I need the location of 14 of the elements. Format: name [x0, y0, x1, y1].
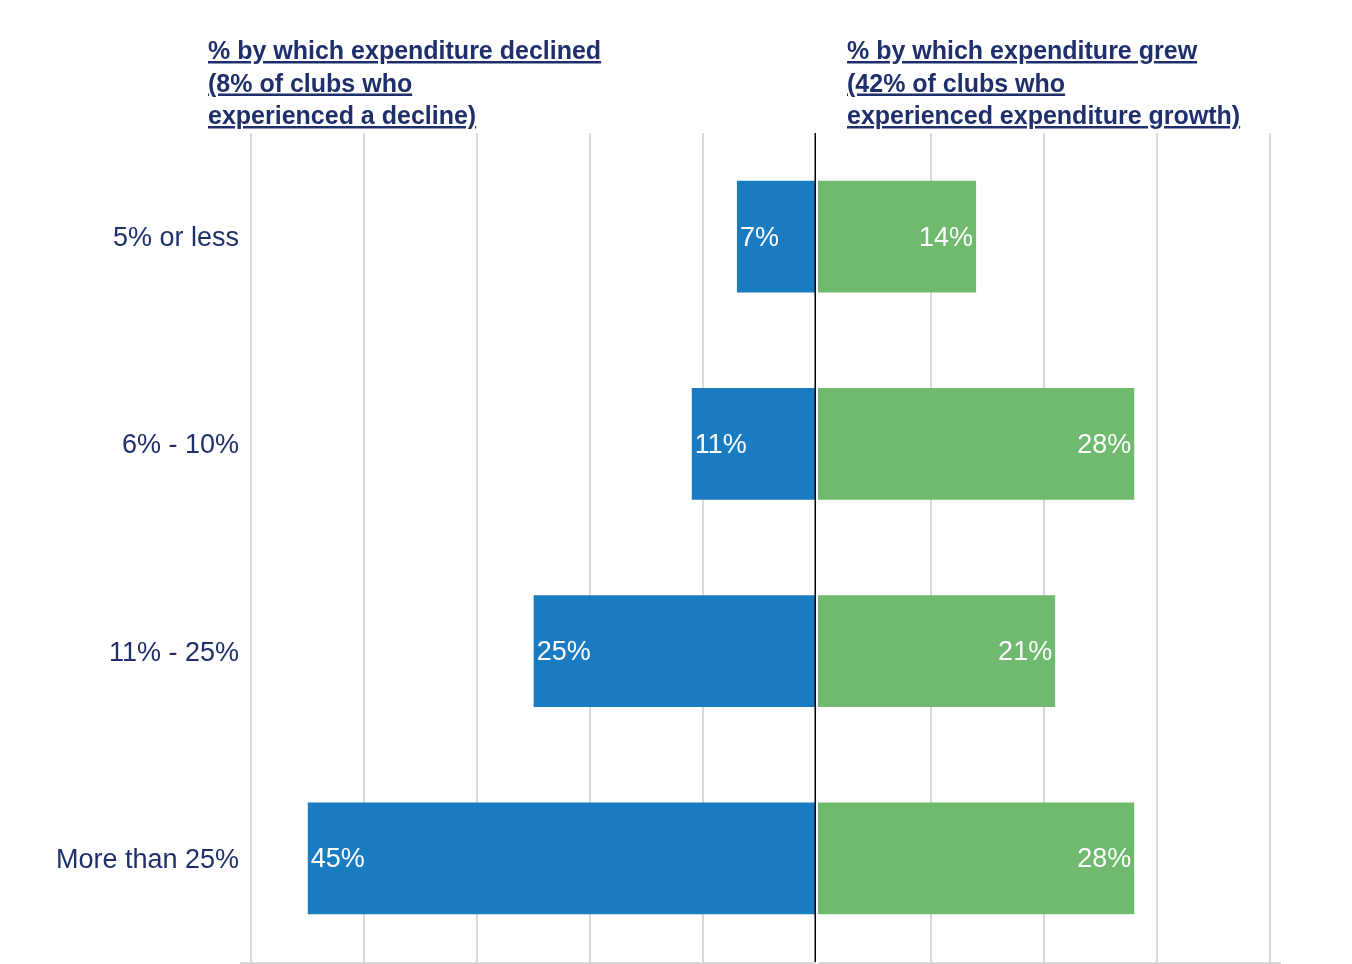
data-label: 21%	[998, 636, 1053, 667]
chart-title: % by which expenditure declined (8% of clubs who experienced a decline)	[208, 36, 602, 129]
data-label: 28%	[1077, 843, 1132, 874]
data-label: 45%	[310, 843, 365, 874]
y-tick-label: 5% or less	[112, 222, 239, 253]
chart-title: % by which expenditure grew (42% of clubs who experienced expenditure growth)	[847, 36, 1241, 129]
y-tick-label: More than 25%	[55, 843, 239, 874]
data-label: 28%	[1077, 428, 1132, 459]
y-tick-label: 11% - 25%	[108, 636, 239, 667]
data-label: 14%	[919, 221, 974, 252]
data-label: 7%	[739, 221, 779, 252]
data-label: 11%	[694, 428, 747, 459]
y-tick-label: 6% - 10%	[121, 429, 239, 460]
data-label: 25%	[536, 636, 591, 667]
